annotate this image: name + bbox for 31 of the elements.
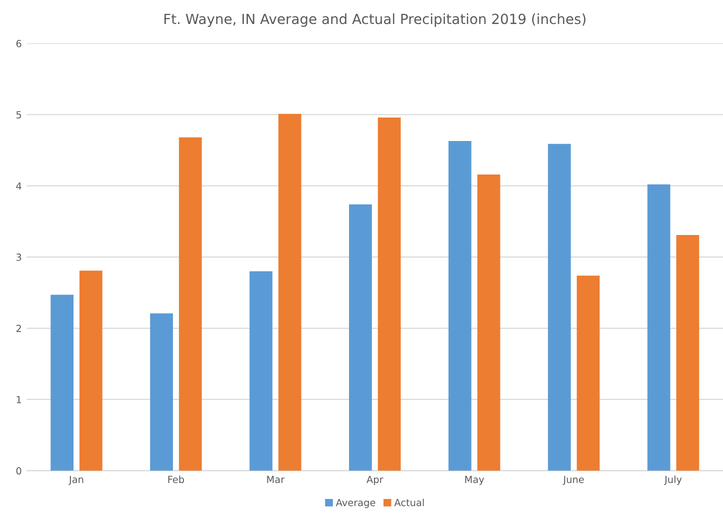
x-tick-label: July: [664, 476, 682, 485]
bar: [647, 184, 670, 471]
bar: [150, 313, 173, 471]
bar: [79, 270, 102, 471]
bar: [250, 271, 272, 471]
bar: [50, 294, 74, 471]
y-tick-label: 4: [16, 182, 22, 190]
bar: [178, 137, 202, 471]
x-tick-label: May: [465, 476, 484, 485]
x-tick-label: June: [562, 476, 584, 485]
bar: [278, 114, 302, 471]
bar: [548, 144, 571, 471]
y-tick-label: 5: [16, 111, 22, 118]
bar: [576, 276, 600, 471]
bar: [349, 204, 372, 471]
bar: [676, 234, 700, 471]
x-tick-label: Mar: [267, 476, 285, 484]
bar: [378, 117, 401, 471]
y-tick-label: 2: [16, 324, 21, 332]
y-tick-label: 3: [16, 254, 22, 261]
legend-label: Actual: [394, 498, 424, 506]
y-tick-label: 0: [16, 467, 22, 475]
legend-label: Average: [336, 498, 376, 508]
x-tick-label: Jan: [68, 476, 84, 485]
chart-title: Ft. Wayne, IN Average and Actual Precipitation 2019 (inches): [164, 13, 586, 27]
x-tick-label: Feb: [168, 476, 184, 484]
y-tick-label: 1: [16, 396, 21, 404]
y-tick-label: 6: [16, 40, 22, 48]
bar: [477, 174, 500, 471]
bar: [448, 140, 472, 471]
x-tick-label: Apr: [366, 476, 384, 485]
